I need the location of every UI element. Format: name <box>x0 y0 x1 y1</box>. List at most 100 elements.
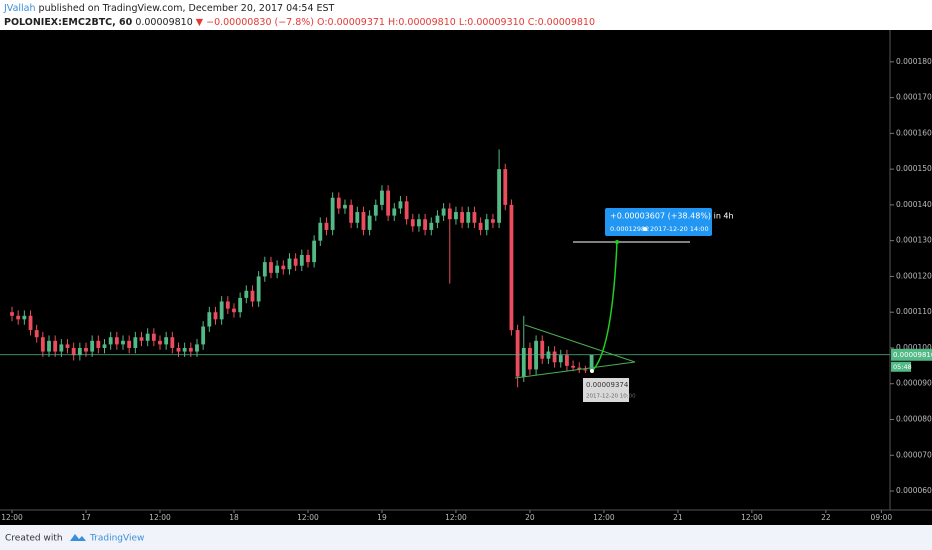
candle-body <box>552 351 557 363</box>
candle <box>330 192 335 236</box>
candle-body <box>361 212 366 230</box>
candle-body <box>158 340 162 345</box>
triangle-upper <box>524 324 636 363</box>
author[interactable]: JVallah <box>3 3 36 14</box>
candle <box>528 342 532 375</box>
symbol: POLONIEX:EMC2BTC, 60 <box>4 17 133 28</box>
candle-body <box>460 212 465 223</box>
candle <box>571 360 576 372</box>
candle <box>65 339 70 354</box>
candle-body <box>96 340 101 348</box>
candle <box>521 315 526 382</box>
x-tick-label: 09:00 <box>871 513 893 522</box>
candle <box>373 199 378 221</box>
candle-body <box>318 222 323 241</box>
candle-body <box>558 355 563 363</box>
clock-icon <box>643 227 647 231</box>
candle <box>28 310 33 336</box>
candle-body <box>71 347 76 356</box>
ohlc-open: O:0.00009371 <box>317 17 385 28</box>
candle-body <box>373 204 378 216</box>
y-tick-label: 0.00009000 <box>896 379 932 388</box>
ohlc-close: C:0.00009810 <box>528 17 595 28</box>
ohlc-low: L:0.00009310 <box>459 17 525 28</box>
candle <box>491 213 495 229</box>
candle-body <box>472 212 477 223</box>
candle <box>472 206 477 229</box>
x-tick-label: 20 <box>525 513 535 522</box>
candle <box>392 203 397 221</box>
target-price: 0.00012982 <box>610 225 649 233</box>
candle-body <box>40 337 45 352</box>
candle <box>577 362 582 374</box>
candle-body <box>417 219 421 227</box>
candle-body <box>429 222 434 230</box>
candle <box>583 365 588 374</box>
candle-body <box>515 330 520 377</box>
candle <box>262 256 267 282</box>
candle <box>361 206 366 236</box>
candle-body <box>386 190 391 216</box>
candle-body <box>565 355 569 366</box>
candle <box>90 335 95 357</box>
candle <box>349 199 354 229</box>
candle <box>250 285 255 307</box>
candle <box>484 213 489 236</box>
candle-body <box>287 258 292 270</box>
candle-body <box>250 290 255 302</box>
candle-body <box>589 354 594 371</box>
candle-body <box>244 290 249 298</box>
candle <box>497 149 502 229</box>
candle <box>343 199 347 214</box>
header-line-1: JVallah published on TradingView.com, De… <box>3 3 335 14</box>
candle-body <box>521 347 526 377</box>
candle-body <box>380 190 384 205</box>
candle-body <box>53 340 58 352</box>
candle <box>238 292 243 318</box>
candle-body <box>139 337 144 341</box>
candle-body <box>398 201 403 209</box>
candle <box>318 217 323 247</box>
candle-body <box>466 212 471 223</box>
y-tick-label: 0.00017000 <box>896 93 932 102</box>
candle <box>256 271 261 307</box>
candle-body <box>16 315 21 320</box>
candle-body <box>170 337 175 348</box>
candle-body <box>121 340 125 345</box>
low-box <box>583 378 629 402</box>
x-tick-label: 19 <box>377 513 387 522</box>
candle <box>269 256 273 279</box>
candle-body <box>108 337 113 345</box>
candle-body <box>269 262 273 273</box>
candle-body <box>182 347 187 352</box>
candle <box>77 342 82 361</box>
candle-body <box>47 340 51 352</box>
candle <box>398 195 403 214</box>
candle-body <box>392 208 397 216</box>
candle-body <box>491 219 495 223</box>
candle <box>59 339 64 357</box>
candle <box>170 331 175 354</box>
candle-body <box>299 254 304 266</box>
projection-curve <box>591 241 618 372</box>
candle <box>108 331 113 350</box>
candle <box>71 342 76 361</box>
candle <box>503 163 508 211</box>
candle-body <box>447 208 452 220</box>
candle-body <box>22 315 27 320</box>
candle <box>423 213 428 236</box>
y-tick-label: 0.00013000 <box>896 236 932 245</box>
candle <box>139 331 144 347</box>
footer-brand[interactable]: TradingView <box>89 534 144 544</box>
candle-body <box>201 326 206 345</box>
price: 0.00009810 <box>135 17 192 28</box>
candle <box>410 213 415 232</box>
x-tick-label: 12:00 <box>297 513 319 522</box>
candle-body <box>219 301 224 320</box>
candle-body <box>164 337 169 345</box>
candle <box>478 217 483 236</box>
candle-body <box>207 312 212 327</box>
candle-body <box>336 197 341 209</box>
y-tick-label: 0.00008000 <box>896 415 932 424</box>
candle-body <box>571 365 576 368</box>
